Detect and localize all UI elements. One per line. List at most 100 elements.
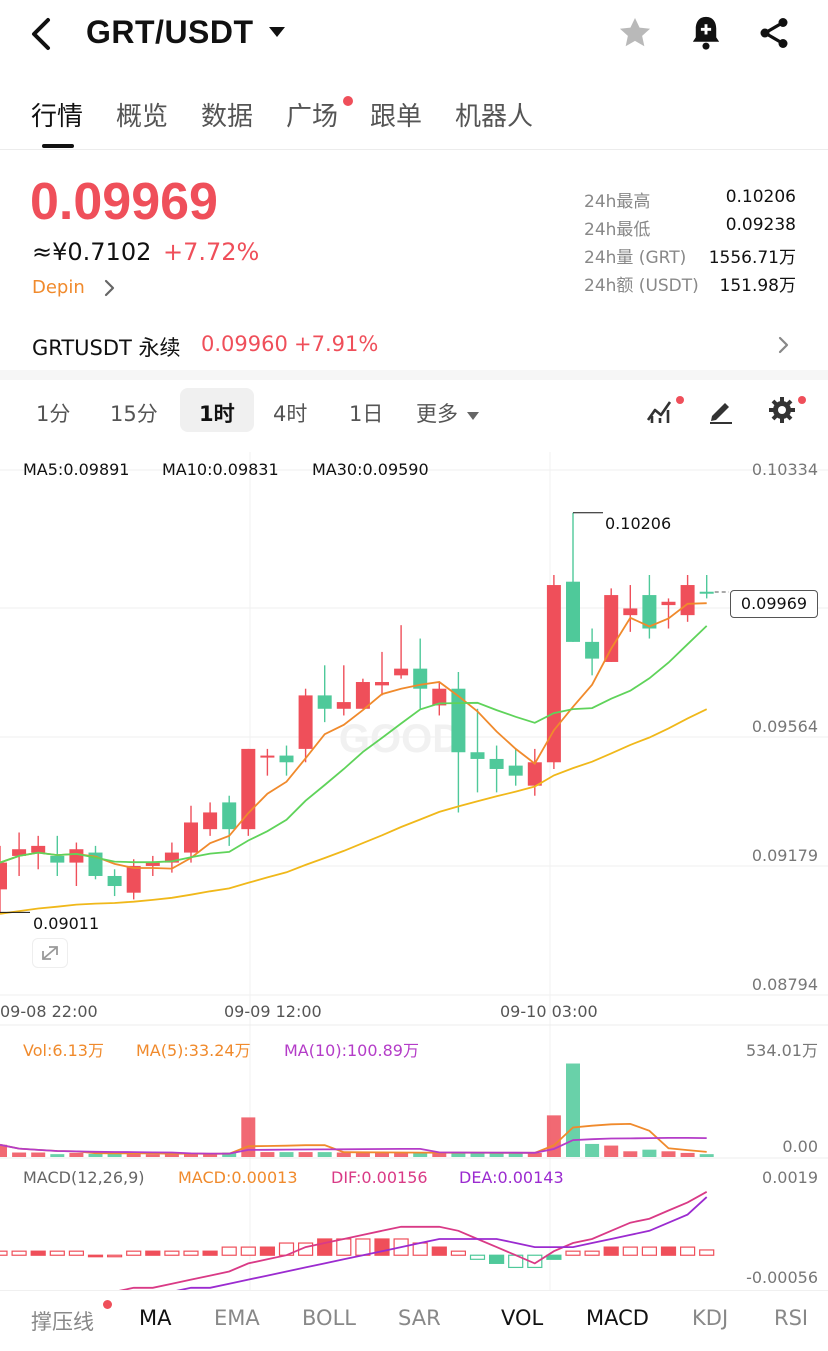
volume-bar [336,1152,351,1157]
macd-hist-bar [164,1250,180,1256]
stat-low-label: 24h最低 [584,220,651,240]
candle-body [0,862,7,890]
y-axis-tick: 0.09564 [751,717,818,736]
vol-axis-top: 534.01万 [746,1041,818,1060]
indicator-macd[interactable]: MACD [586,1306,649,1330]
tab-data[interactable]: 数据 [201,102,254,132]
volume-bar [470,1152,485,1157]
caret-down-icon[interactable] [467,406,479,425]
interval-1d[interactable]: 1日 [349,402,384,426]
volume-bar [451,1152,466,1157]
ma5-line [0,602,707,870]
tab-overview[interactable]: 概览 [116,102,169,132]
macd-hist-bar [202,1250,218,1256]
expand-button[interactable] [32,938,68,968]
interval-15m[interactable]: 15分 [110,402,158,426]
x-axis-tick: 09-08 22:00 [0,1002,98,1021]
active-tab-indicator [42,144,74,148]
chevron-right-icon[interactable] [102,277,116,303]
candle-body [623,608,638,616]
macd-hist-bar [30,1250,46,1256]
volume-bar [623,1151,638,1157]
tab-bot[interactable]: 机器人 [455,102,534,132]
indicator-vol[interactable]: VOL [501,1306,544,1330]
volume-bar [260,1152,275,1157]
chevron-right-icon[interactable] [776,334,790,360]
tab-market[interactable]: 行情 [31,102,84,132]
candle-body [451,688,466,753]
ma30-label: MA30:0.09590 [312,460,429,479]
candle-body [585,641,600,659]
macd-panel [0,1191,715,1290]
stat-turnover-label: 24h额 (USDT) [584,276,699,296]
macd-hist-bar [145,1250,161,1256]
share-icon[interactable] [756,14,792,56]
tab-square[interactable]: 广场 [286,102,339,132]
kline-chart[interactable]: GOOD [0,450,828,1290]
indicator-ema[interactable]: EMA [214,1306,260,1330]
volume-bar [680,1152,695,1157]
interval-1h[interactable]: 1时 [199,402,235,426]
volume-bar [375,1152,389,1157]
low-marker-label: 0.09011 [33,914,100,933]
vol-ma5-line [0,1122,707,1155]
indicator-kdj[interactable]: KDJ [692,1306,729,1330]
candle-body [527,762,542,786]
stat-high-label: 24h最高 [584,192,651,212]
interval-1m[interactable]: 1分 [36,402,71,426]
macd-hist-bar [240,1246,256,1256]
bell-alert-icon[interactable] [688,14,724,56]
interval-more[interactable]: 更多 [416,402,458,426]
macd-hist-bar [489,1254,505,1264]
volume-bar [279,1152,294,1157]
tab-square-badge [343,96,353,106]
macd-axis-bottom: -0.00056 [746,1268,818,1287]
expand-icon [42,946,58,960]
tab-copy-trade[interactable]: 跟单 [370,102,423,132]
candle-body [184,822,198,853]
sector-tag[interactable]: Depin [32,277,85,298]
volume-bar [604,1145,619,1157]
indicator-boll[interactable]: BOLL [302,1306,356,1330]
macd-value: MACD:0.00013 [178,1168,298,1187]
volume-bar [0,1144,7,1157]
ma5-label: MA5:0.09891 [23,460,130,479]
volume-bar [699,1154,714,1157]
volume-bar [88,1153,103,1157]
volume-bar [184,1153,198,1157]
caret-down-icon[interactable] [268,24,286,43]
indicator-rsi[interactable]: RSI [774,1306,809,1330]
draw-pen-icon[interactable] [706,396,734,428]
macd-hist-bar [679,1246,696,1256]
volume-bar [642,1149,657,1157]
macd-hist-bar [469,1254,486,1260]
macd-hist-bar [68,1250,85,1256]
candles [0,512,714,913]
y-axis-tick: 0.09179 [751,846,818,865]
chart-grid [0,452,828,1290]
y-axis-tick: 0.08794 [751,975,818,994]
chevron-left-icon [32,18,50,50]
tab-bar: 行情 概览 数据 广场 跟单 机器人 [0,92,828,150]
macd-hist-bar [450,1250,466,1256]
star-icon[interactable] [616,14,654,56]
settings-badge [798,396,806,404]
settings-gear-icon[interactable] [768,396,796,428]
indicator-ma[interactable]: MA [139,1306,172,1330]
perpetual-name[interactable]: GRTUSDT 永续 [32,336,181,360]
indicator-sar[interactable]: SAR [398,1306,441,1330]
macd-hist-bar [622,1246,638,1256]
macd-axis-top: 0.0019 [762,1168,818,1187]
pair-title[interactable]: GRT/USDT [86,14,254,50]
indicator-support-resistance[interactable]: 撑压线 [31,1310,94,1334]
candle-body [260,755,275,758]
candle-body [241,748,256,830]
volume-bar [31,1152,46,1157]
back-button[interactable] [26,14,60,54]
macd-hist-bar [641,1246,658,1256]
candle-body [126,865,141,893]
volume-bar [413,1152,428,1157]
interval-4h[interactable]: 4时 [273,402,308,426]
indicator-chart-icon[interactable] [646,396,676,428]
candle-body [661,601,676,606]
